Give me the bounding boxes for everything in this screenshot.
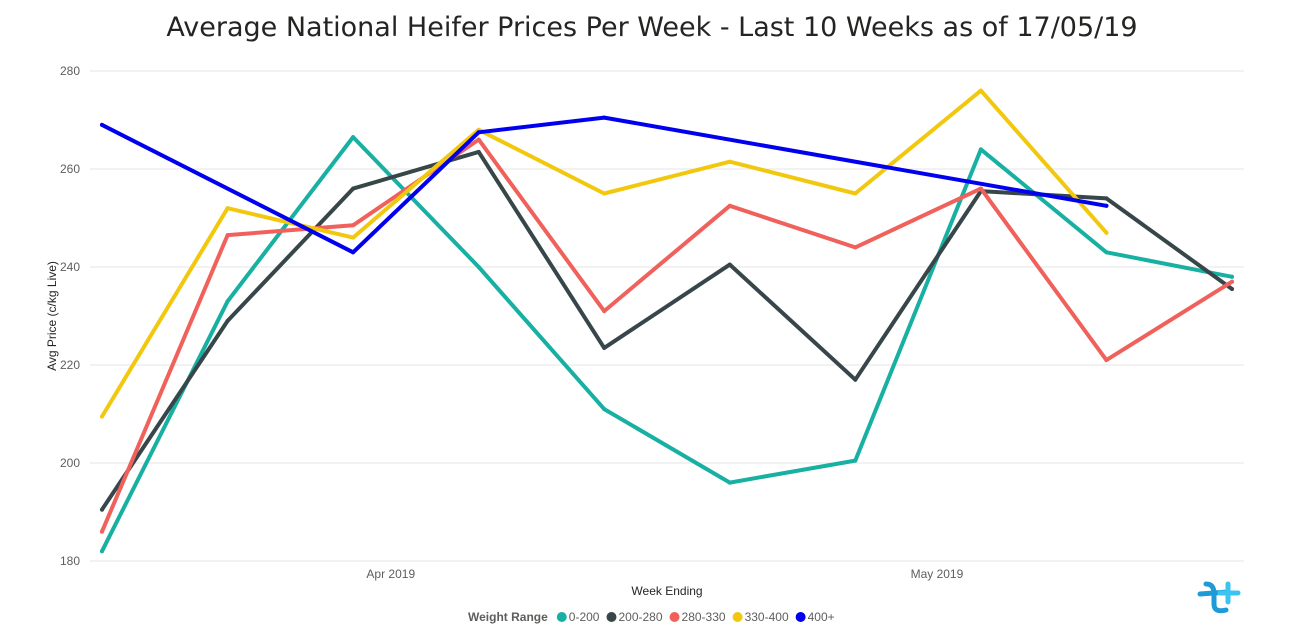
x-tick-label: May 2019 <box>911 567 964 581</box>
legend-label: 200-280 <box>618 610 662 624</box>
data-point[interactable] <box>225 206 230 211</box>
data-point[interactable] <box>853 377 858 382</box>
legend-label: 330-400 <box>745 610 789 624</box>
data-point[interactable] <box>1104 250 1109 255</box>
data-point[interactable] <box>1230 279 1234 284</box>
legend-marker <box>795 612 806 622</box>
legend-item-0-200[interactable]: 0-200 <box>556 610 600 624</box>
data-point[interactable] <box>1104 203 1109 208</box>
data-point[interactable] <box>476 149 481 154</box>
data-point[interactable] <box>100 507 104 512</box>
series-line-200-280[interactable] <box>100 149 1234 512</box>
data-point[interactable] <box>853 191 858 196</box>
data-point[interactable] <box>1230 274 1234 279</box>
data-point[interactable] <box>602 407 607 412</box>
data-point[interactable] <box>225 299 230 304</box>
data-point[interactable] <box>100 549 104 554</box>
y-axis-title: Avg Price (c/kg Live) <box>45 261 59 371</box>
data-point[interactable] <box>602 191 607 196</box>
data-point[interactable] <box>978 186 983 191</box>
data-point[interactable] <box>351 235 356 240</box>
legend-marker <box>556 612 567 622</box>
data-point[interactable] <box>978 88 983 93</box>
legend-marker <box>732 612 743 622</box>
data-point[interactable] <box>978 147 983 152</box>
legend-item-330-400[interactable]: 330-400 <box>732 610 789 624</box>
legend[interactable]: Weight Range 0-200 200-280 280-330 330-400 40… <box>468 610 835 624</box>
data-point[interactable] <box>727 262 732 267</box>
legend-label: 400+ <box>808 610 835 624</box>
brand-logo <box>1197 581 1241 614</box>
gridlines <box>90 70 1244 562</box>
data-point[interactable] <box>100 122 104 127</box>
data-point[interactable] <box>476 265 481 269</box>
data-point[interactable] <box>351 223 356 228</box>
y-tick-label: 220 <box>60 358 80 372</box>
y-tick-label: 180 <box>60 554 80 568</box>
legend-item-200-280[interactable]: 200-280 <box>606 610 663 624</box>
legend-title: Weight Range <box>468 610 548 624</box>
x-axis-title: Week Ending <box>631 584 702 598</box>
legend-item-280-330[interactable]: 280-330 <box>669 610 726 624</box>
data-point[interactable] <box>1104 230 1109 235</box>
y-tick-label: 260 <box>60 162 80 176</box>
data-point[interactable] <box>351 250 356 255</box>
legend-marker <box>669 612 680 622</box>
data-point[interactable] <box>602 309 607 314</box>
data-point[interactable] <box>100 529 104 534</box>
y-tick-label: 240 <box>60 260 80 274</box>
data-point[interactable] <box>853 458 858 463</box>
data-point[interactable] <box>1230 287 1234 291</box>
series-line-280-330[interactable] <box>100 137 1234 534</box>
data-point[interactable] <box>602 115 607 120</box>
legend-label: 280-330 <box>682 610 726 624</box>
x-axis: Apr 2019 May 2019 <box>366 567 963 581</box>
data-point[interactable] <box>351 135 356 140</box>
data-point[interactable] <box>476 130 481 135</box>
data-point[interactable] <box>1104 196 1109 201</box>
y-axis: 180 200 220 240 260 280 <box>60 64 80 568</box>
data-point[interactable] <box>602 345 607 350</box>
legend-marker <box>606 612 617 622</box>
data-point[interactable] <box>225 318 230 323</box>
legend-item-400+[interactable]: 400+ <box>795 610 835 624</box>
data-point[interactable] <box>727 159 732 164</box>
data-point[interactable] <box>100 414 104 419</box>
x-tick-label: Apr 2019 <box>366 567 415 581</box>
plot-area <box>100 88 1234 554</box>
data-point[interactable] <box>727 203 732 208</box>
y-tick-label: 200 <box>60 456 80 470</box>
data-point[interactable] <box>225 233 230 238</box>
chart-title: Average National Heifer Prices Per Week … <box>166 12 1137 43</box>
legend-label: 0-200 <box>569 610 600 624</box>
data-point[interactable] <box>1104 358 1109 363</box>
data-point[interactable] <box>351 186 356 191</box>
data-point[interactable] <box>727 480 732 485</box>
data-point[interactable] <box>853 245 858 250</box>
series-line-330-400[interactable] <box>100 88 1109 419</box>
data-point[interactable] <box>476 137 481 142</box>
y-tick-label: 280 <box>60 64 80 78</box>
